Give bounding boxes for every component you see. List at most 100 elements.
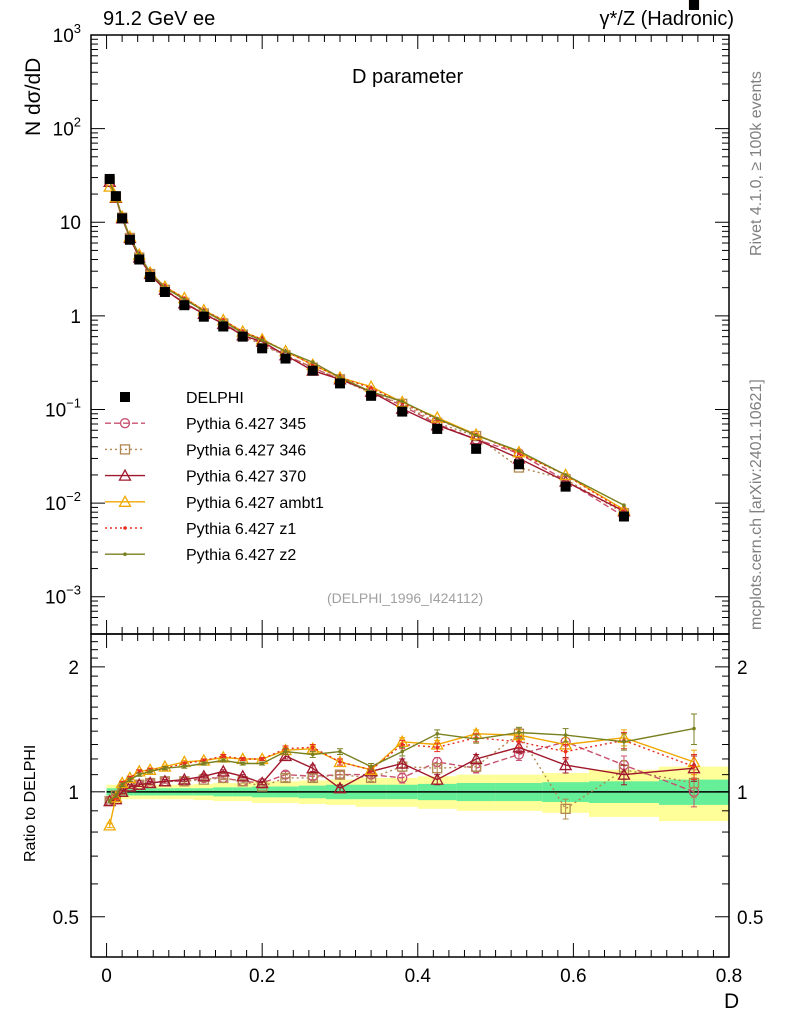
data-point [134, 254, 145, 265]
series-line [109, 181, 625, 512]
ratio-point [197, 769, 211, 782]
legend-label: Pythia 6.427 ambt1 [186, 495, 324, 512]
ratio-point [163, 766, 167, 771]
ratio-point [216, 764, 230, 777]
data-point [334, 378, 345, 389]
ratio-point [236, 769, 250, 782]
x-tick-label: 0 [101, 966, 112, 987]
ratio-y-tick-label-right: 0.5 [737, 908, 763, 929]
main-series-pythia-6-427-370 [103, 175, 631, 517]
main-series-delphi [104, 0, 699, 522]
analysis-watermark: (DELPHI_1996_I424112) [327, 590, 484, 606]
mcplots-label: mcplots.cern.ch [arXiv:2401.10621] [748, 379, 765, 630]
data-point [563, 473, 568, 477]
ratio-point [128, 777, 132, 782]
legend-entry: Pythia 6.427 346 [105, 442, 306, 459]
main-y-axis-label: N dσ/dD [22, 57, 45, 136]
ratio-point [474, 737, 478, 741]
ratio-point [617, 767, 631, 780]
ratio-point [182, 764, 187, 769]
x-tick-label: 0.2 [249, 966, 275, 987]
ratio-point [397, 772, 408, 784]
data-point [110, 191, 121, 202]
data-point [307, 365, 318, 376]
ratio-point [182, 761, 187, 766]
ratio-point [221, 754, 226, 758]
ratio-point [240, 761, 245, 766]
legend-entry: DELPHI [120, 390, 244, 407]
data-point [283, 349, 288, 353]
legend-marker [118, 468, 132, 481]
data-point [513, 459, 524, 470]
ratio-point [260, 757, 264, 761]
x-axis-label: D [724, 990, 740, 1013]
ratio-point [148, 769, 152, 774]
ratio-point [369, 764, 373, 769]
legend-label: Pythia 6.427 z1 [186, 521, 296, 538]
data-point [471, 443, 482, 454]
data-point [369, 386, 373, 390]
legend-marker [120, 392, 130, 402]
ratio-y-tick-label-right: 2 [737, 658, 748, 679]
legend-marker [119, 418, 131, 429]
ratio-point [338, 760, 342, 764]
ratio-point [280, 772, 291, 784]
ratio-y-tick-label: 2 [68, 658, 79, 679]
x-tick-label: 0.4 [405, 966, 432, 987]
data-point [559, 468, 573, 481]
ratio-point [432, 763, 443, 774]
ratio-point [143, 776, 157, 789]
ratio-point [563, 733, 568, 737]
data-point [179, 300, 190, 311]
legend-marker [119, 444, 131, 455]
data-point [198, 311, 209, 322]
ratio-point [517, 739, 521, 744]
data-point [257, 343, 268, 354]
legend-marker [123, 526, 127, 530]
legend-entry: Pythia 6.427 370 [105, 469, 306, 486]
energy-label: 91.2 GeV ee [103, 8, 216, 30]
ratio-point [334, 769, 346, 780]
y-tick-label: 10−1 [45, 395, 81, 421]
ratio-panel-frame [90, 633, 730, 958]
ratio-y-tick-label: 0.5 [53, 908, 79, 929]
ratio-point [158, 774, 172, 787]
y-tick-label: 10−3 [45, 583, 81, 609]
x-tick-label: 0.6 [560, 966, 586, 987]
ratio-point [202, 761, 206, 766]
data-point [517, 449, 521, 453]
ratio-point [338, 749, 342, 754]
ratio-y-tick-label-right: 1 [737, 783, 748, 804]
data-point [117, 213, 128, 224]
y-tick-label: 10 [60, 213, 81, 234]
data-point [366, 390, 377, 401]
data-point [688, 0, 699, 10]
y-tick-label: 103 [53, 21, 81, 47]
series-line [109, 181, 625, 506]
legend-entry: Pythia 6.427 z2 [105, 547, 296, 564]
ratio-point [255, 776, 269, 789]
ratio-point [103, 818, 117, 831]
legend-marker [118, 494, 132, 507]
ratio-series-pythia-6-427-z2 [106, 713, 697, 804]
series-line [109, 181, 625, 514]
ratio-point [307, 772, 318, 784]
process-label: γ*/Z (Hadronic) [599, 8, 734, 30]
ratio-point [260, 761, 264, 766]
series-line [109, 181, 625, 512]
ratio-point [400, 742, 405, 747]
rivet-version-label: Rivet 4.1.0, ≥ 100k events [748, 71, 765, 256]
data-point [618, 511, 629, 522]
legend-label: Pythia 6.427 345 [186, 416, 306, 433]
chart-title: D parameter [352, 66, 464, 88]
data-point [218, 321, 229, 332]
legend-label: DELPHI [186, 390, 244, 407]
ratio-point [692, 764, 696, 769]
legend-entry: Pythia 6.427 ambt1 [105, 495, 324, 512]
ratio-point [221, 758, 226, 763]
data-point [280, 353, 291, 364]
data-point [104, 173, 115, 184]
legend-label: Pythia 6.427 370 [186, 469, 306, 486]
y-tick-label: 1 [70, 307, 81, 328]
